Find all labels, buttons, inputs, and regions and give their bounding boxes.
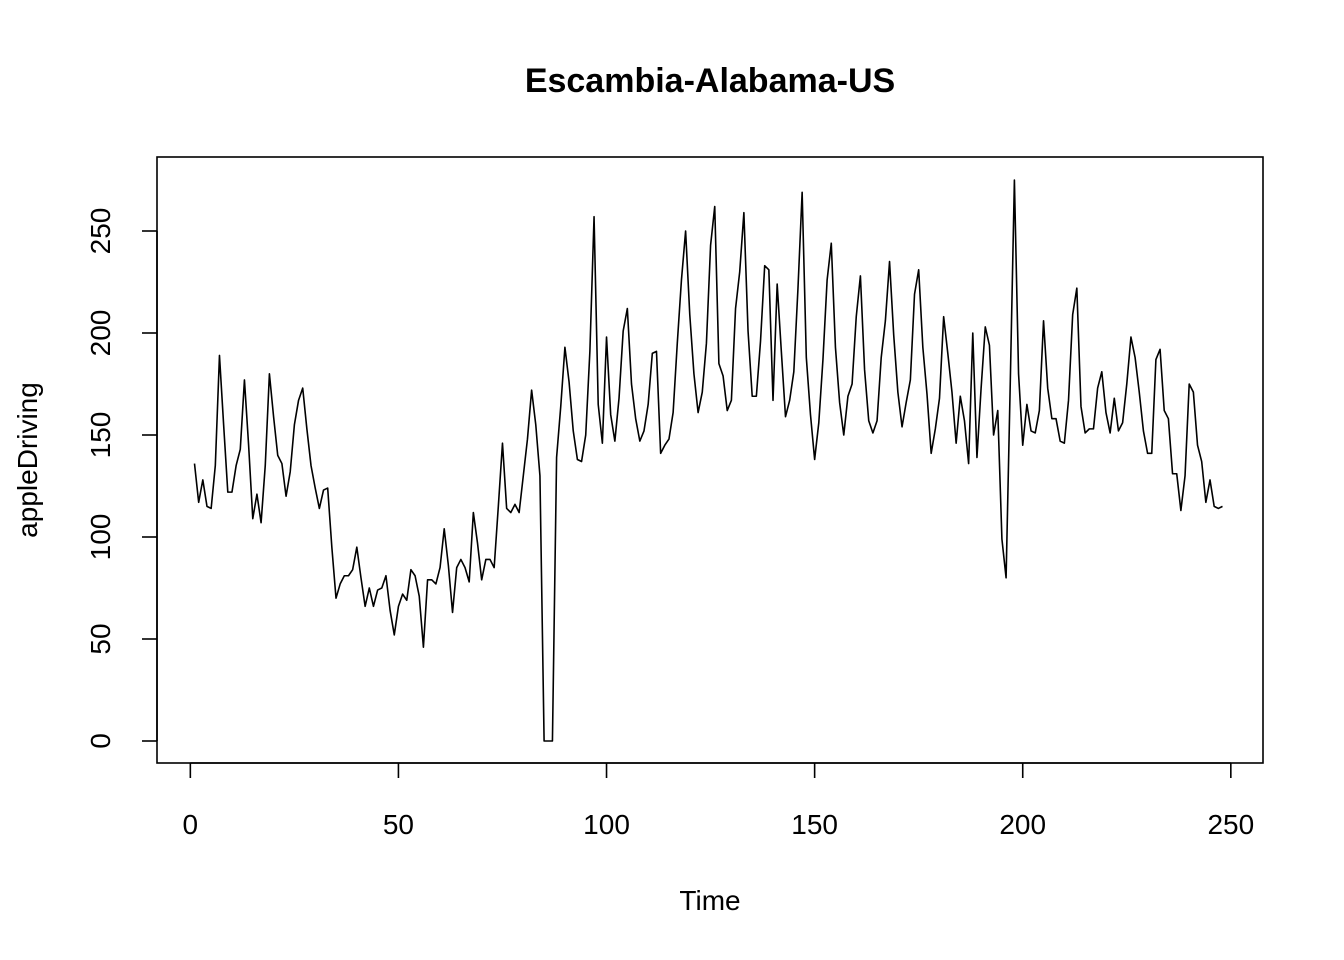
- x-axis-label: Time: [679, 885, 740, 916]
- series-line: [193, 179, 1223, 742]
- x-tick-label: 0: [183, 809, 199, 840]
- x-tick-label: 100: [583, 809, 630, 840]
- y-tick-label: 100: [85, 514, 116, 561]
- x-tick-label: 50: [383, 809, 414, 840]
- y-tick-label: 250: [85, 208, 116, 255]
- x-tick-label: 200: [999, 809, 1046, 840]
- chart-title: Escambia-Alabama-US: [525, 62, 895, 100]
- x-tick-label: 150: [791, 809, 838, 840]
- y-axis: 0 50 100 150 200 250: [85, 208, 158, 749]
- y-tick-label: 150: [85, 412, 116, 459]
- y-tick-label: 200: [85, 310, 116, 357]
- y-tick-label: 0: [85, 733, 116, 749]
- y-axis-label: appleDriving: [12, 382, 43, 538]
- x-tick-label: 250: [1207, 809, 1254, 840]
- y-tick-label: 50: [85, 623, 116, 654]
- x-axis: 0 50 100 150 200 250: [183, 762, 1254, 840]
